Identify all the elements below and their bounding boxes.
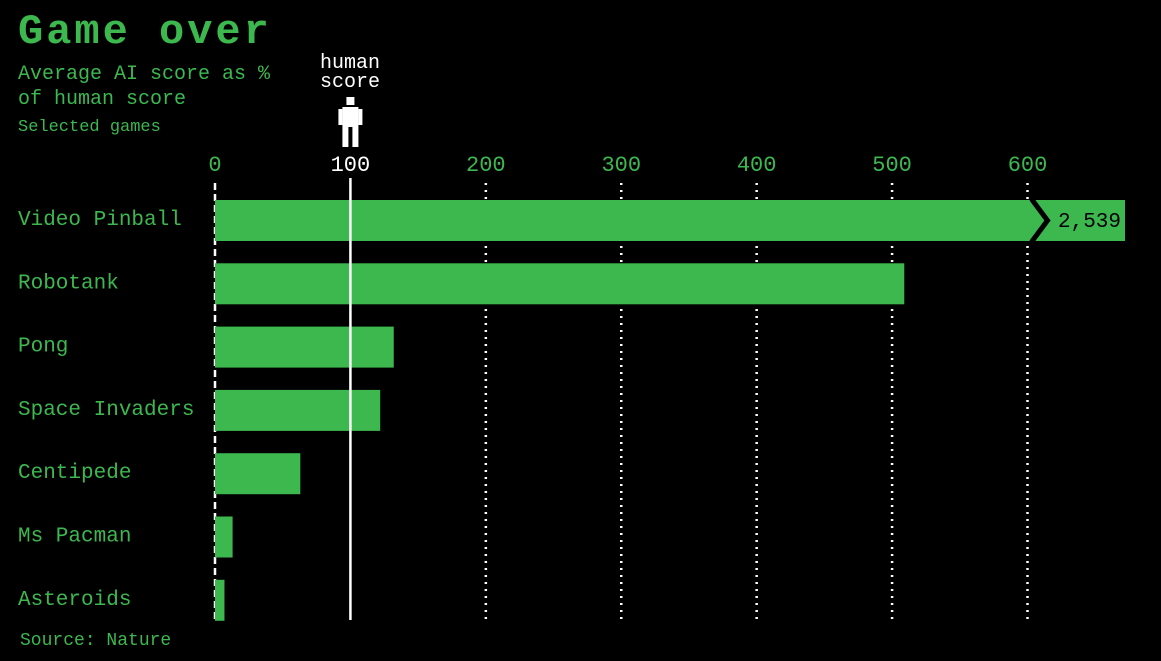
bar bbox=[215, 326, 394, 368]
bar bbox=[215, 453, 301, 495]
y-tick-label: Ms Pacman bbox=[18, 526, 131, 549]
y-tick-label: Asteroids bbox=[18, 589, 131, 612]
human-icon bbox=[338, 97, 363, 147]
x-tick-label: 400 bbox=[737, 153, 777, 178]
bar bbox=[215, 389, 381, 431]
x-tick-label: 0 bbox=[208, 153, 221, 178]
x-tick-label: 300 bbox=[601, 153, 641, 178]
axis-break bbox=[1029, 197, 1051, 244]
value-label: 2,539 bbox=[1058, 211, 1121, 234]
icon-part bbox=[338, 109, 343, 125]
y-tick-label: Space Invaders bbox=[18, 399, 194, 422]
y-tick-label: Video Pinball bbox=[18, 209, 182, 232]
bar bbox=[215, 263, 905, 305]
icon-part bbox=[342, 107, 359, 127]
y-tick-label: Robotank bbox=[18, 272, 119, 295]
icon-part bbox=[358, 109, 363, 125]
chart-note: Selected games bbox=[18, 118, 161, 137]
icon-part bbox=[352, 127, 359, 147]
y-tick-label: Centipede bbox=[18, 462, 131, 485]
x-tick-label: 500 bbox=[872, 153, 912, 178]
bar bbox=[215, 516, 233, 558]
x-tick-label: 200 bbox=[466, 153, 506, 178]
icon-part bbox=[342, 127, 349, 147]
icon-part bbox=[346, 97, 355, 105]
x-tick-label: 100 bbox=[331, 153, 371, 178]
y-tick-label: Pong bbox=[18, 336, 68, 359]
bar bbox=[215, 579, 225, 621]
reference-label: human score bbox=[319, 52, 380, 94]
chart-subtitle: Average AI score as % of human score bbox=[18, 63, 271, 111]
x-tick-label: 600 bbox=[1008, 153, 1048, 178]
source: Source: Nature bbox=[20, 631, 171, 651]
bar bbox=[215, 200, 1125, 241]
chart-title: Game over bbox=[18, 8, 272, 56]
